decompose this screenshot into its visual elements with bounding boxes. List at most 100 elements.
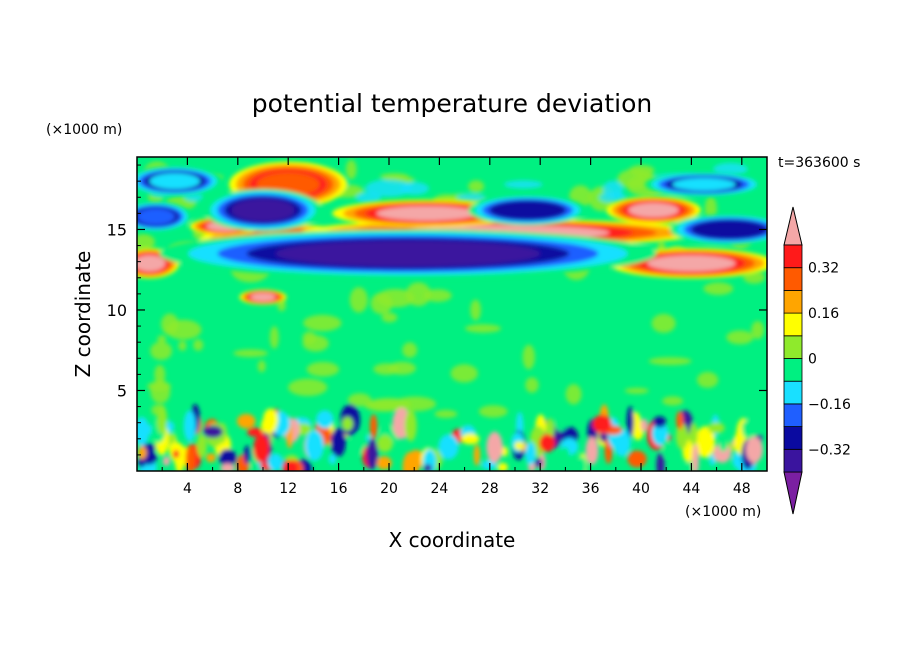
field-patch xyxy=(703,282,734,296)
field-patch xyxy=(369,414,378,439)
colorbar-label: 0.16 xyxy=(808,306,839,322)
field-patch xyxy=(183,410,196,442)
field-feature-negative xyxy=(496,202,560,219)
field-patch xyxy=(651,313,676,333)
field-patch xyxy=(456,193,486,202)
field-patch xyxy=(306,361,340,377)
x-tick-label: 36 xyxy=(582,481,600,497)
colorbar-band xyxy=(783,403,803,427)
field-patch xyxy=(560,446,570,466)
colorbar-max-extension xyxy=(783,206,803,246)
field-patch xyxy=(162,456,170,466)
field-feature-positive xyxy=(376,206,478,221)
colorbar-label: 0 xyxy=(808,352,817,368)
field-patch xyxy=(497,462,508,471)
field-patch xyxy=(137,234,155,251)
field-patch xyxy=(388,361,416,375)
plot-frame xyxy=(136,156,768,472)
field-patch xyxy=(260,416,277,434)
field-patch xyxy=(648,357,692,366)
contour-field xyxy=(137,157,767,471)
field-patch xyxy=(656,452,665,471)
field-patch xyxy=(732,452,743,469)
field-patch xyxy=(376,456,392,470)
field-patch xyxy=(438,434,459,460)
field-patch xyxy=(288,378,328,397)
field-feature-negative xyxy=(672,177,736,191)
field-patch xyxy=(689,422,698,446)
y-axis-ticks: 5 10 15 xyxy=(107,164,767,456)
field-patch xyxy=(662,396,684,406)
field-patch xyxy=(675,422,689,450)
colorbar-band xyxy=(783,267,803,291)
field-patch xyxy=(695,426,716,458)
field-patch xyxy=(247,427,263,437)
field-patch xyxy=(345,159,357,180)
chart-title: potential temperature deviation xyxy=(252,89,652,118)
field-feature-positive xyxy=(628,202,679,218)
field-patch xyxy=(742,418,759,440)
field-patch xyxy=(328,453,337,465)
field-patch xyxy=(676,411,684,430)
field-patch xyxy=(137,424,155,435)
field-patch xyxy=(349,287,368,313)
field-patch xyxy=(525,377,539,393)
field-patch xyxy=(651,421,669,446)
field-patch xyxy=(150,380,171,404)
field-patch xyxy=(172,449,180,459)
field-patch xyxy=(347,393,372,407)
field-patch xyxy=(302,335,329,352)
field-patch xyxy=(154,364,166,385)
field-feature-negative xyxy=(231,198,295,222)
field-patch xyxy=(626,406,634,438)
field-patch xyxy=(316,410,334,429)
field-feature-positive xyxy=(647,255,736,272)
field-patch xyxy=(592,414,612,434)
field-patch xyxy=(193,339,204,351)
field-patch xyxy=(376,288,415,308)
field-patch xyxy=(203,425,223,438)
x-tick-label: 4 xyxy=(183,481,192,497)
field-feature-positive xyxy=(137,255,166,272)
colorbar-band xyxy=(783,312,803,337)
field-patch xyxy=(692,443,699,471)
field-patch xyxy=(376,435,393,453)
field-patch xyxy=(554,418,567,431)
x-tick-label: 24 xyxy=(430,481,448,497)
field-patch xyxy=(364,399,403,412)
colorbar-band xyxy=(783,448,803,473)
field-patch xyxy=(662,439,670,457)
field-patch xyxy=(365,179,413,197)
x-axis-ticks: 4 8 12 16 20 24 28 32 36 40 44 48 xyxy=(161,157,751,497)
field-patch xyxy=(719,438,728,452)
time-label: t=363600 s xyxy=(778,155,860,171)
colorbar-band xyxy=(783,380,803,405)
field-patch xyxy=(400,182,429,195)
field-patch xyxy=(220,463,235,471)
field-patch xyxy=(726,330,754,345)
field-patch xyxy=(627,450,647,468)
field-patch xyxy=(303,314,342,332)
field-patch xyxy=(257,360,266,373)
field-patch xyxy=(157,335,167,344)
field-patch xyxy=(150,341,173,361)
colorbar-band xyxy=(783,244,803,269)
field-patch xyxy=(178,340,187,351)
field-patch xyxy=(366,438,378,470)
field-patch xyxy=(468,180,485,193)
field-patch xyxy=(539,434,556,453)
field-patch xyxy=(640,418,648,432)
field-patch xyxy=(713,162,748,176)
field-feature-negative xyxy=(275,240,541,267)
field-patch xyxy=(267,453,283,471)
field-patch xyxy=(233,349,268,358)
field-patch xyxy=(473,444,481,466)
y-tick-label: 10 xyxy=(107,301,127,320)
field-patch xyxy=(525,441,536,466)
field-patch xyxy=(236,413,256,429)
field-patch xyxy=(341,416,354,431)
field-patch xyxy=(402,342,418,358)
colorbar-label: −0.32 xyxy=(808,442,851,458)
field-patch xyxy=(425,427,435,438)
